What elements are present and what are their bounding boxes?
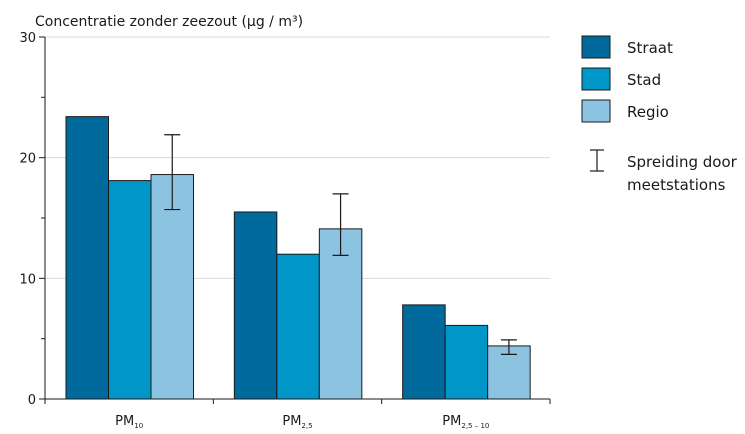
bar-stad-1 bbox=[276, 253, 320, 400]
error-bar-2 bbox=[500, 339, 517, 355]
axes bbox=[39, 36, 551, 404]
bar-stad-0 bbox=[108, 180, 152, 400]
y-tick-label-3: 30 bbox=[19, 31, 36, 46]
x-category-label-0: PM10 bbox=[115, 414, 143, 430]
y-tick-label-2: 20 bbox=[19, 152, 36, 167]
bar-straat-1 bbox=[233, 211, 278, 400]
legend-label-straat: Straat bbox=[627, 39, 673, 57]
x-category-sub-0: 10 bbox=[134, 422, 143, 430]
error-bar-1 bbox=[332, 193, 349, 257]
y-tick-label-0: 0 bbox=[28, 393, 36, 408]
bar-straat-0 bbox=[65, 116, 109, 400]
bars bbox=[65, 116, 531, 400]
x-category-base-0: PM bbox=[115, 414, 134, 429]
legend-error-label-0: Spreiding door bbox=[627, 153, 738, 171]
legend-label-stad: Stad bbox=[627, 71, 661, 89]
error-bars bbox=[164, 134, 517, 355]
bar-stad-2 bbox=[444, 324, 489, 400]
bar-straat-2 bbox=[402, 304, 446, 400]
legend-label-regio: Regio bbox=[627, 103, 669, 121]
x-category-sub-2: 2,5 – 10 bbox=[461, 422, 489, 430]
x-category-base-2: PM bbox=[442, 414, 461, 429]
bar-regio-0 bbox=[150, 174, 194, 400]
x-category-base-1: PM bbox=[282, 414, 301, 429]
legend-swatch-stad bbox=[581, 67, 611, 91]
legend-swatch-regio bbox=[581, 99, 611, 123]
y-axis-label: Concentratie zonder zeezout (µg / m³) bbox=[35, 14, 303, 30]
legend-error-symbol bbox=[590, 149, 604, 172]
x-categories: PM10 PM2,5 PM2,5 – 10 bbox=[115, 414, 489, 430]
legend-swatch-straat bbox=[581, 35, 611, 59]
legend: Straat Stad Regio Spreiding door meetstation… bbox=[581, 35, 738, 194]
y-ticks: 0 10 20 30 bbox=[19, 31, 36, 408]
x-category-label-1: PM2,5 bbox=[282, 414, 312, 430]
error-bar-0 bbox=[164, 134, 181, 211]
legend-error-label-1: meetstations bbox=[627, 176, 726, 194]
x-category-label-2: PM2,5 – 10 bbox=[442, 414, 489, 430]
x-category-sub-1: 2,5 bbox=[301, 422, 312, 430]
y-tick-label-1: 10 bbox=[19, 272, 36, 287]
